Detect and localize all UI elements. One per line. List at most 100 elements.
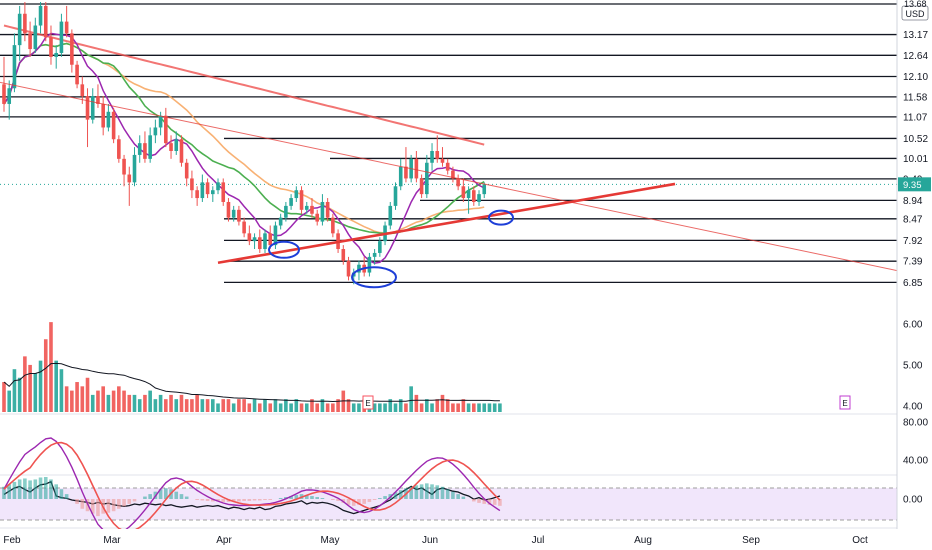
current-price-tag: [898, 177, 931, 192]
time-axis-label: Feb: [3, 535, 21, 546]
macd-histogram-bar: [96, 499, 100, 517]
macd-histogram-bar: [472, 499, 476, 502]
candle-body: [70, 33, 74, 65]
volume-bar: [132, 394, 137, 412]
macd-histogram-bar: [492, 499, 497, 505]
price-axis[interactable]: USD13.6813.687.0013.1712.6412.1011.5811.…: [896, 0, 932, 550]
macd-histogram-bar: [252, 499, 257, 501]
candle-body: [482, 184, 487, 195]
candle-body: [23, 13, 27, 34]
currency-label: USD: [905, 9, 925, 19]
macd-histogram-bar: [419, 484, 424, 499]
candle-body: [43, 5, 48, 38]
volume-bar: [331, 403, 335, 412]
volume-bar: [435, 399, 440, 412]
volume-bar: [268, 403, 273, 412]
time-axis-label: Jun: [422, 535, 438, 546]
candle-body: [216, 182, 220, 191]
volume-bar: [49, 322, 53, 412]
candle-body: [127, 174, 132, 183]
candle-body: [153, 127, 158, 136]
candle-body: [299, 190, 304, 210]
macd-pane: [2, 437, 502, 536]
candle-body: [294, 190, 299, 199]
volume-bar: [164, 399, 168, 412]
volume-bar: [127, 394, 132, 412]
candle-body: [268, 233, 273, 246]
volume-bar: [137, 399, 142, 412]
candle-body: [12, 45, 17, 89]
candle-body: [101, 103, 105, 128]
time-axis[interactable]: Feb Mar Apr May Jun Jul Aug Sep Oct: [0, 529, 932, 550]
candle-body: [425, 162, 429, 195]
volume-bar: [242, 399, 246, 412]
candle-body: [33, 25, 38, 50]
volume-bar: [64, 386, 69, 412]
price-level-tag: [898, 27, 931, 42]
candle-body: [247, 233, 252, 242]
macd-histogram-bar: [59, 489, 64, 499]
candlesticks: [2, 2, 487, 285]
candle-body: [7, 88, 12, 104]
volume-bar: [257, 403, 262, 412]
macd-histogram-bar: [221, 499, 226, 502]
candle-body: [419, 178, 424, 195]
price-level-tag: [898, 211, 931, 226]
volume-bar: [346, 399, 351, 412]
candle-body: [49, 37, 53, 57]
volume-bar: [278, 403, 283, 412]
macd-histogram-bar: [278, 498, 283, 499]
volume-bar: [33, 373, 38, 412]
candle-body: [278, 217, 283, 226]
macd-histogram-bar: [17, 479, 22, 499]
macd-histogram-bar: [122, 499, 126, 507]
macd-histogram-bar: [205, 499, 210, 501]
candle-body: [211, 190, 215, 195]
candle-body: [200, 182, 205, 199]
earnings-marker: [839, 395, 851, 410]
candle-body: [404, 166, 408, 179]
macd-histogram-bar: [477, 499, 481, 503]
macd-histogram-bar: [111, 499, 116, 512]
macd-signal-line: [3, 441, 501, 533]
macd-histogram-bar: [38, 477, 43, 499]
volume-bar: [325, 403, 330, 412]
volume-bar: [430, 403, 434, 412]
volume-bar: [320, 399, 325, 412]
price-level-tag: [898, 89, 931, 104]
candle-body: [461, 186, 466, 199]
rsi-axis-label: 80.00: [903, 418, 928, 429]
candle-body: [346, 260, 351, 277]
macd-histogram-bar: [54, 484, 58, 499]
volume-bar: [28, 364, 32, 412]
candle-body: [184, 162, 189, 179]
volume-bar: [498, 403, 502, 412]
candle-body: [315, 213, 319, 222]
volume-bar: [357, 403, 361, 412]
candle-body: [304, 205, 309, 210]
time-axis-label: Mar: [103, 535, 121, 546]
macd-histogram-bar: [268, 499, 273, 500]
candle-body: [393, 186, 398, 206]
candle-body: [357, 264, 361, 273]
macd-histogram-bar: [132, 499, 137, 502]
volume-bar: [195, 394, 199, 412]
macd-histogram-bar: [378, 498, 382, 499]
price-level-label: 8.94: [903, 196, 923, 207]
volume-bar: [336, 399, 340, 412]
volume-bar: [179, 394, 184, 412]
volume-bar: [90, 394, 95, 412]
price-level-label: 10.01: [903, 154, 928, 165]
time-axis-background: [0, 529, 932, 550]
candle-body: [226, 201, 231, 218]
volume-bar: [398, 399, 403, 412]
candle-body: [28, 33, 32, 50]
macd-histogram-bar: [351, 499, 356, 506]
macd-histogram-bar: [367, 499, 372, 502]
volume-bar: [351, 403, 356, 412]
macd-histogram-bar: [33, 479, 38, 499]
candle-body: [195, 190, 199, 199]
candle-body: [2, 84, 6, 104]
macd-histogram-bar: [393, 492, 398, 499]
